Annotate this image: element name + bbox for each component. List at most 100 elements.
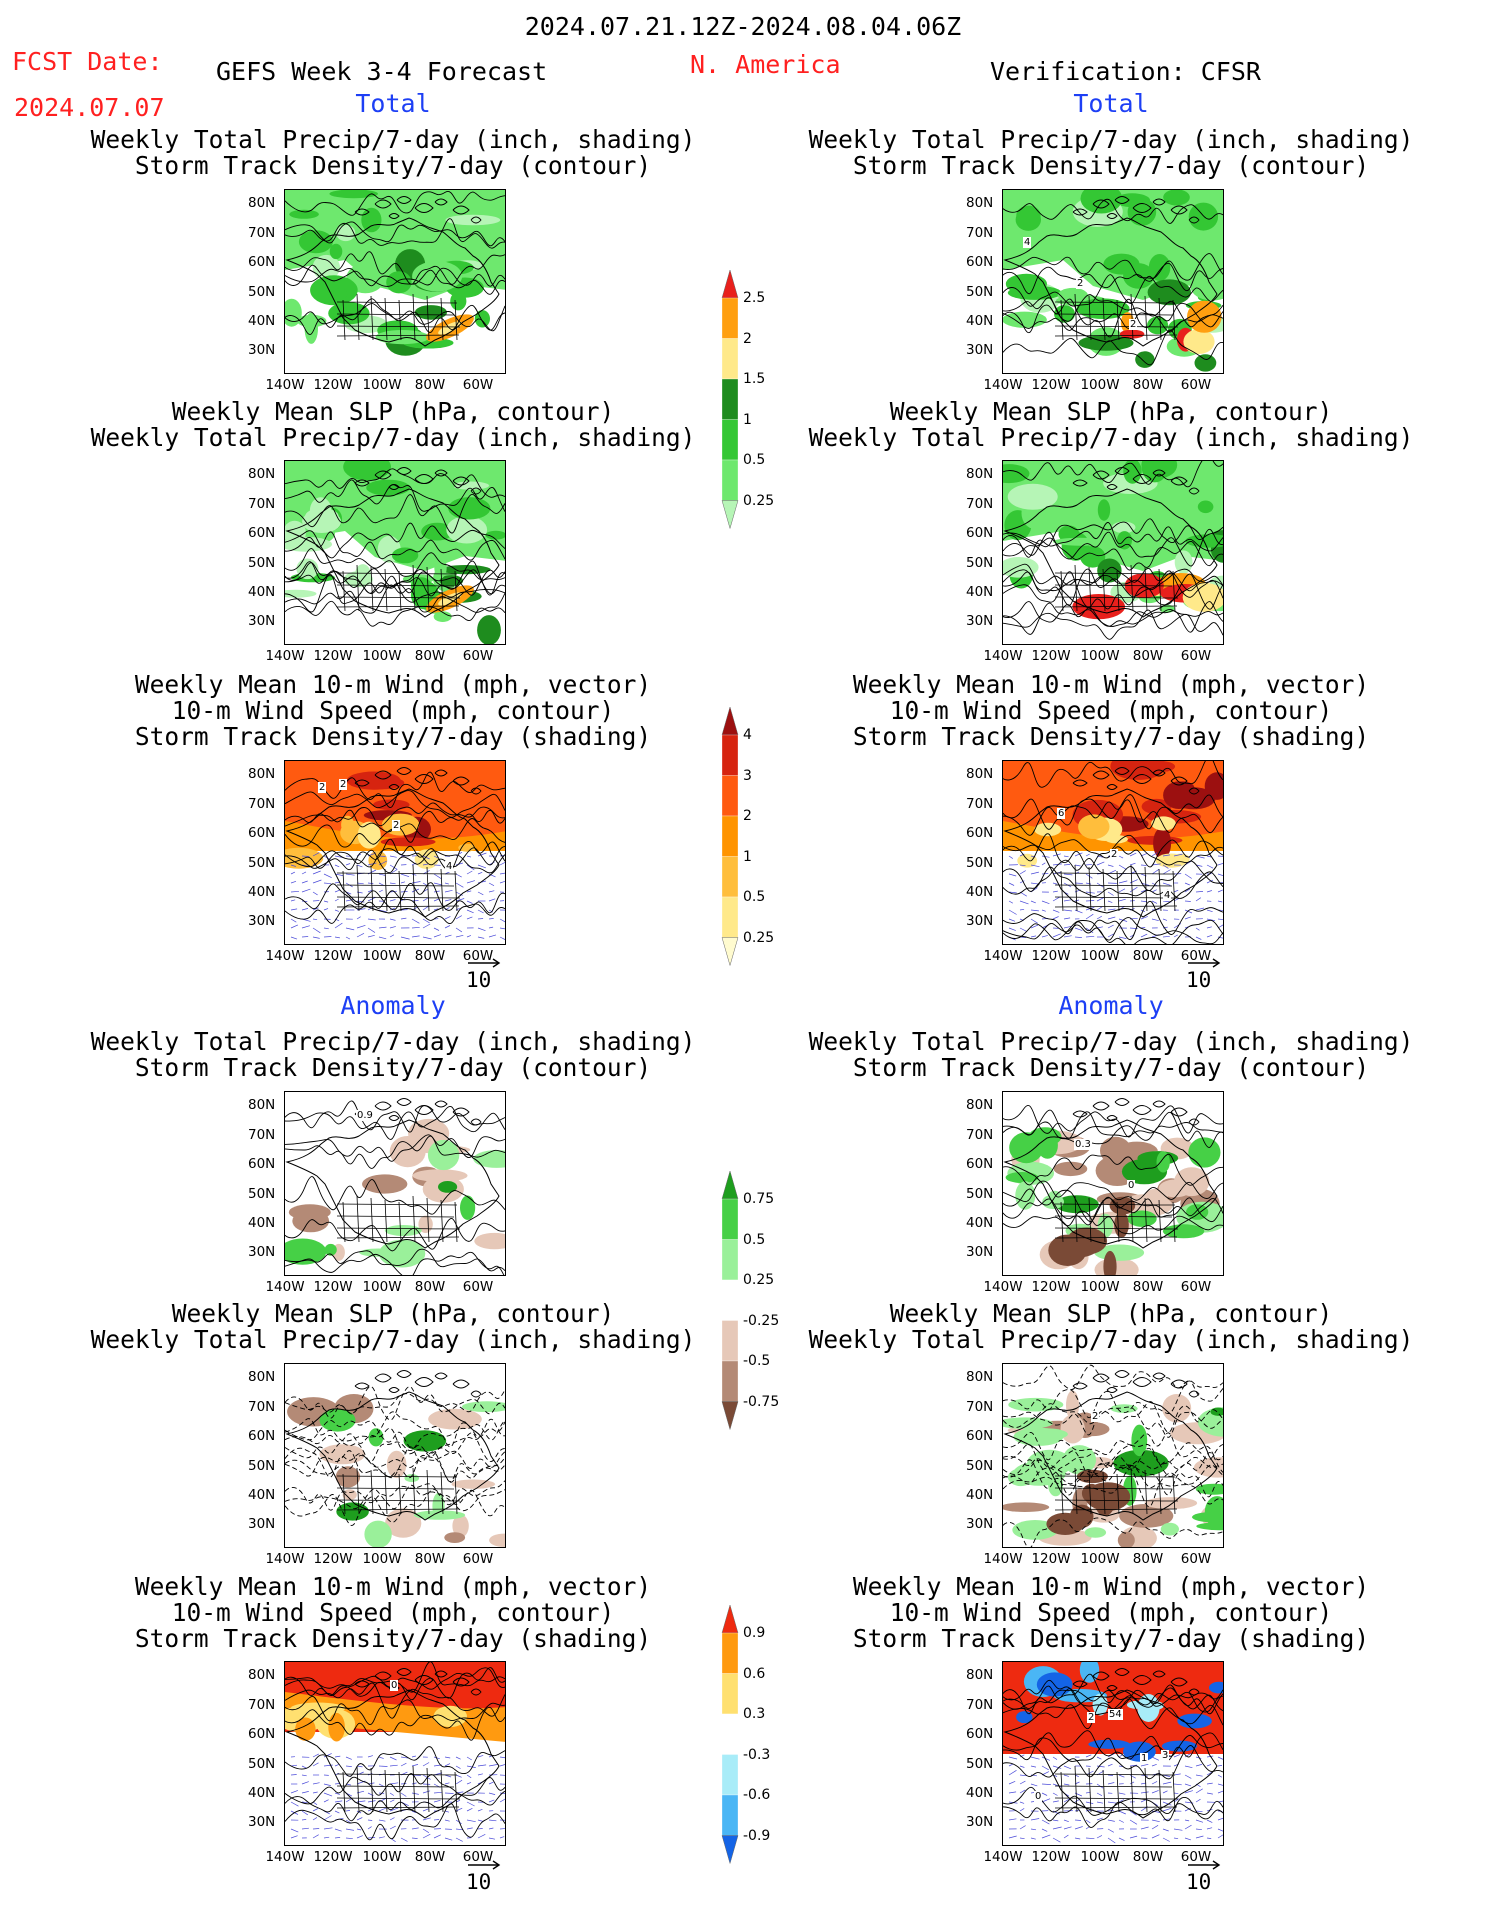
lon-tick-label: 140W bbox=[983, 1279, 1023, 1295]
lon-tick-label: 60W bbox=[462, 1279, 494, 1295]
colorbar-label: 0.5 bbox=[743, 1231, 766, 1248]
colorbar-label: 4 bbox=[743, 727, 752, 743]
lat-tick-label: 60N bbox=[966, 825, 994, 841]
lon-tick-label: 100W bbox=[1080, 648, 1120, 664]
map-panel-r6-r: 54 3 0 2 1 bbox=[1002, 1661, 1224, 1846]
lon-tick-label: 60W bbox=[1180, 377, 1212, 393]
verification-title: Verification: CFSR bbox=[990, 57, 1261, 86]
colorbar-label: 0.25 bbox=[743, 492, 775, 509]
lon-tick-label: 120W bbox=[313, 377, 353, 393]
colorbar-label: 0.75 bbox=[743, 1191, 775, 1207]
lon-tick-label: 100W bbox=[1080, 377, 1120, 393]
panel-title-r3-l-2: 10-m Wind Speed (mph, contour) bbox=[171, 696, 615, 725]
lat-tick-label: 60N bbox=[248, 1156, 276, 1172]
panel-title-r4-l-2: Storm Track Density/7-day (contour) bbox=[134, 1053, 652, 1082]
lat-tick-label: 70N bbox=[966, 1399, 994, 1415]
lat-tick-label: 40N bbox=[966, 1785, 994, 1801]
lat-tick-label: 40N bbox=[966, 313, 994, 329]
colorbar-label: 3 bbox=[743, 767, 752, 784]
lon-tick-label: 100W bbox=[362, 377, 402, 393]
lon-tick-label: 60W bbox=[1180, 948, 1212, 964]
panel-title-r3-r-2: 10-m Wind Speed (mph, contour) bbox=[889, 696, 1333, 725]
lon-tick-label: 140W bbox=[265, 1551, 305, 1567]
panel-title-r3-r-3: Storm Track Density/7-day (shading) bbox=[852, 722, 1370, 751]
map-panel-r4-l: 0.9 bbox=[284, 1091, 506, 1276]
lat-tick-label: 70N bbox=[966, 1697, 994, 1713]
lon-tick-label: 120W bbox=[1031, 1279, 1071, 1295]
lat-tick-label: 60N bbox=[966, 525, 994, 541]
lon-tick-label: 140W bbox=[265, 377, 305, 393]
lon-tick-label: 120W bbox=[1031, 648, 1071, 664]
lon-tick-label: 80W bbox=[414, 1849, 446, 1865]
lon-tick-label: 80W bbox=[414, 377, 446, 393]
contour-label: 6 bbox=[1057, 808, 1066, 819]
lat-tick-label: 50N bbox=[248, 284, 276, 300]
colorbar-label: -0.75 bbox=[743, 1393, 780, 1410]
panel-title-r6-l-3: Storm Track Density/7-day (shading) bbox=[134, 1624, 652, 1653]
map-panel-r3-r: 6 2 4 bbox=[1002, 760, 1224, 945]
lat-tick-label: 40N bbox=[966, 584, 994, 600]
lat-tick-label: 40N bbox=[248, 1785, 276, 1801]
lat-tick-label: 30N bbox=[248, 913, 276, 929]
lat-tick-label: 80N bbox=[248, 1667, 276, 1683]
lon-tick-label: 140W bbox=[983, 377, 1023, 393]
lat-tick-label: 50N bbox=[248, 1186, 276, 1202]
lat-tick-label: 30N bbox=[248, 613, 276, 629]
lat-tick-label: 60N bbox=[248, 825, 276, 841]
lat-tick-label: 50N bbox=[248, 1756, 276, 1772]
lat-tick-label: 70N bbox=[248, 796, 276, 812]
lat-tick-label: 30N bbox=[248, 1814, 276, 1830]
contour-label: 4 bbox=[445, 861, 454, 872]
lon-tick-label: 140W bbox=[265, 1849, 305, 1865]
lon-tick-label: 120W bbox=[313, 948, 353, 964]
panel-title-r4-l-1: Weekly Total Precip/7-day (inch, shading… bbox=[90, 1027, 696, 1056]
lon-tick-label: 120W bbox=[1031, 948, 1071, 964]
lat-tick-label: 70N bbox=[248, 225, 276, 241]
lon-tick-label: 120W bbox=[313, 1279, 353, 1295]
lat-tick-label: 70N bbox=[248, 1697, 276, 1713]
lat-tick-label: 40N bbox=[248, 1487, 276, 1503]
panel-title-r3-l-1: Weekly Mean 10-m Wind (mph, vector) bbox=[134, 670, 652, 699]
model-title: GEFS Week 3-4 Forecast bbox=[216, 57, 548, 86]
colorbar-label: 0.5 bbox=[743, 889, 766, 905]
lat-tick-label: 30N bbox=[248, 1244, 276, 1260]
lon-tick-label: 80W bbox=[414, 648, 446, 664]
lon-tick-label: 100W bbox=[362, 1551, 402, 1567]
lon-tick-label: 80W bbox=[414, 1551, 446, 1567]
lat-tick-label: 80N bbox=[966, 195, 994, 211]
lon-tick-label: 140W bbox=[265, 648, 305, 664]
lon-tick-label: 80W bbox=[1132, 648, 1164, 664]
contour-label: 2 bbox=[1110, 849, 1119, 860]
region-title: N. America bbox=[690, 50, 841, 79]
lon-tick-label: 120W bbox=[1031, 1849, 1071, 1865]
map-panel-r2-l bbox=[284, 460, 506, 645]
panel-title-r2-r-2: Weekly Total Precip/7-day (inch, shading… bbox=[808, 423, 1414, 452]
map-panel-r5-r: 2 bbox=[1002, 1363, 1224, 1548]
lat-tick-label: 40N bbox=[248, 884, 276, 900]
lon-tick-label: 140W bbox=[983, 948, 1023, 964]
lat-tick-label: 80N bbox=[248, 195, 276, 211]
panel-title-r5-l-1: Weekly Mean SLP (hPa, contour) bbox=[171, 1299, 615, 1328]
lat-tick-label: 50N bbox=[248, 555, 276, 571]
panel-title-r4-r-2: Storm Track Density/7-day (contour) bbox=[852, 1053, 1370, 1082]
contour-label: 0.3 bbox=[1074, 1139, 1092, 1150]
contour-label: 3 bbox=[1161, 1750, 1170, 1761]
lat-tick-label: 50N bbox=[966, 1458, 994, 1474]
lon-tick-label: 120W bbox=[313, 1849, 353, 1865]
colorbar-label: 2 bbox=[743, 330, 752, 347]
lat-tick-label: 60N bbox=[966, 1156, 994, 1172]
panel-title-r6-r-3: Storm Track Density/7-day (shading) bbox=[852, 1624, 1370, 1653]
lat-tick-label: 70N bbox=[966, 1127, 994, 1143]
lat-tick-label: 70N bbox=[248, 496, 276, 512]
lon-tick-label: 140W bbox=[983, 648, 1023, 664]
contour-label: 4 bbox=[1163, 890, 1172, 901]
lon-tick-label: 140W bbox=[265, 1279, 305, 1295]
contour-label: 2 bbox=[1076, 278, 1085, 289]
lat-tick-label: 70N bbox=[966, 225, 994, 241]
lon-tick-label: 80W bbox=[1132, 948, 1164, 964]
lon-tick-label: 80W bbox=[414, 1279, 446, 1295]
colorbar-label: 1 bbox=[743, 848, 752, 865]
colorbar-label: 1 bbox=[743, 411, 752, 428]
lat-tick-label: 60N bbox=[248, 1726, 276, 1742]
lon-tick-label: 60W bbox=[1180, 1279, 1212, 1295]
